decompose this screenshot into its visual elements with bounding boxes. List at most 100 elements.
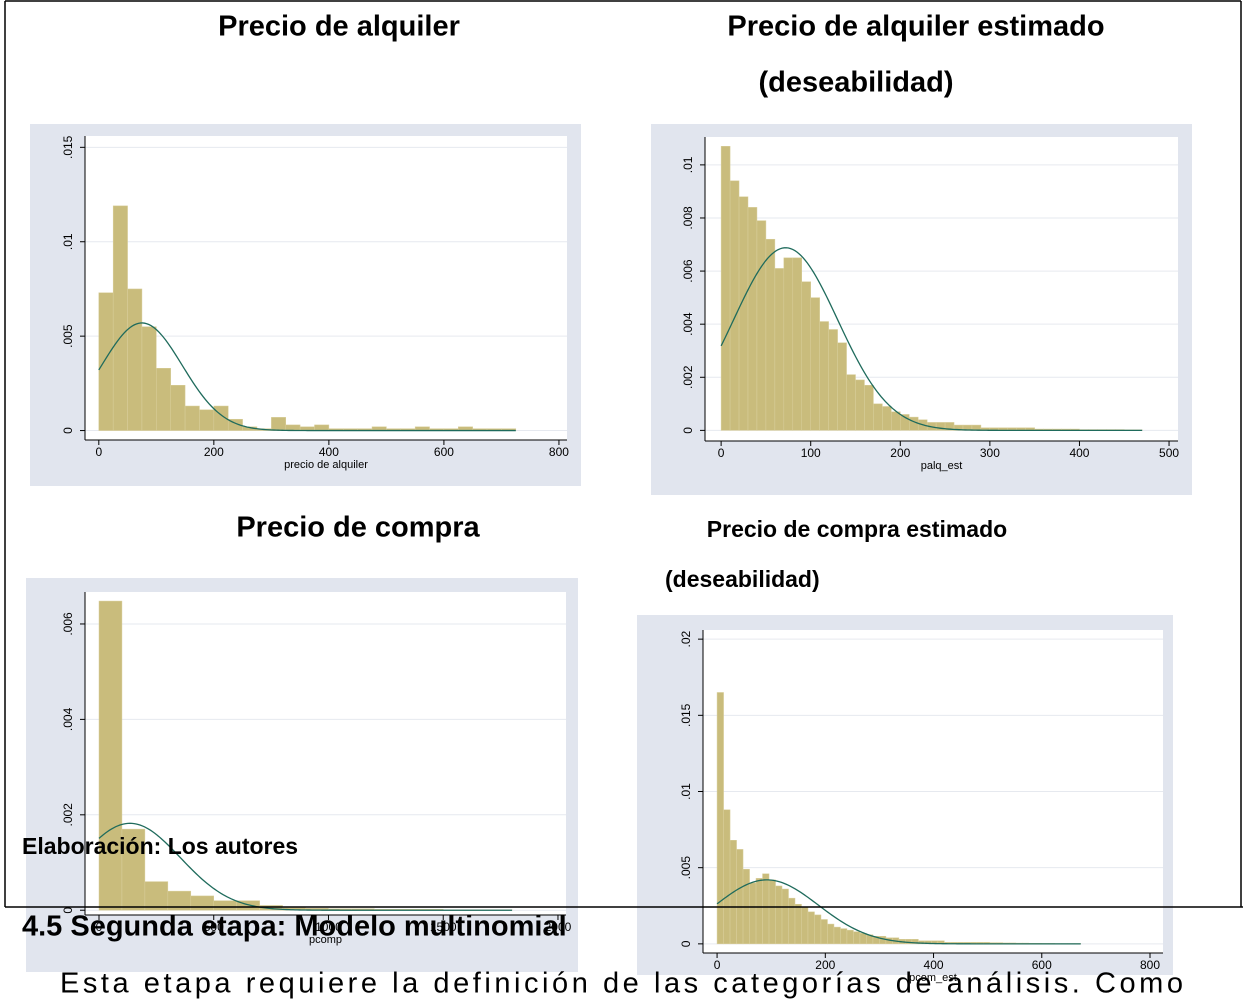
y-tick-label: 0 [681, 427, 695, 434]
histogram-bar [314, 424, 330, 431]
chart-title: Precio de alquiler estimado [727, 11, 1104, 43]
histogram-bar [747, 207, 758, 431]
x-tick-label: 600 [1032, 958, 1052, 972]
histogram-bar [837, 342, 847, 431]
histogram-bar [190, 895, 214, 911]
x-tick-label: 0 [96, 920, 103, 934]
x-tick-label: 1000 [315, 920, 342, 934]
y-tick-label: .015 [61, 135, 75, 159]
histogram-bar [729, 180, 740, 431]
y-tick-label: .002 [61, 803, 75, 827]
histogram-bar [213, 900, 237, 911]
histogram-bar [788, 897, 796, 945]
histogram-bar [846, 374, 856, 431]
x-axis-title: precio de alquiler [284, 459, 368, 471]
histogram-bar [828, 329, 838, 431]
histogram-bar [121, 828, 146, 911]
x-tick-label: 600 [434, 445, 454, 459]
y-tick-label: .005 [61, 324, 75, 348]
histogram-chart: 0 .002 .004 .006 .008 .01 0 100 200 300 400 500 palq… [651, 11, 1192, 495]
histogram-bar [723, 809, 731, 945]
histogram-bar [827, 923, 835, 945]
y-tick-label: .015 [679, 703, 693, 727]
histogram-bar [184, 405, 200, 431]
histogram-bar [271, 417, 286, 431]
histogram-bar [736, 849, 744, 945]
y-tick-label: .01 [681, 156, 695, 173]
histogram-bar [846, 929, 854, 945]
histogram-bar [170, 384, 186, 431]
x-tick-label: 0 [95, 445, 102, 459]
x-tick-label: 300 [980, 446, 1000, 460]
x-tick-label: 500 [1159, 446, 1179, 460]
y-tick-label: .006 [681, 259, 695, 283]
histogram-bar [855, 379, 865, 431]
x-tick-label: 400 [924, 958, 944, 972]
histogram-bar [127, 288, 143, 431]
x-axis-title: pcomp [309, 934, 342, 946]
x-tick-label: 1500 [430, 920, 457, 934]
histogram-bar [756, 220, 767, 431]
histogram-bar [781, 888, 789, 945]
x-tick-label: 800 [549, 445, 569, 459]
histogram-bar [768, 879, 776, 945]
x-tick-label: 500 [204, 920, 224, 934]
y-tick-label: .02 [679, 630, 693, 647]
histogram-bar [801, 281, 811, 431]
histogram-bar [144, 881, 169, 911]
normal-curve [98, 822, 513, 911]
x-tick-label: 0 [714, 958, 721, 972]
histogram-bar [891, 411, 901, 431]
chart-subtitle: (deseabilidad) [759, 67, 954, 99]
histogram-bar [720, 146, 731, 431]
histogram-bar [909, 416, 919, 431]
histogram-bar [807, 911, 815, 945]
histogram-chart: 0 .002 .004 .006 0 500 1000 1500 2000 pcomp Precio… [26, 512, 578, 972]
histogram-bar [775, 885, 783, 945]
histogram-bar [864, 384, 874, 431]
histogram-bar [199, 409, 215, 431]
histogram-chart: 0 .005 .01 .015 0 200 400 600 800 precio de alqui… [30, 11, 581, 486]
histogram-bar [765, 238, 776, 431]
x-tick-label: 400 [319, 445, 339, 459]
chart-title: Precio de alquiler [218, 11, 460, 43]
histogram-bar [819, 321, 829, 431]
histogram-bar [112, 205, 128, 431]
histogram-bar [762, 873, 770, 945]
histogram-bar [820, 919, 828, 945]
histogram-bar [840, 928, 848, 945]
y-tick-label: 0 [61, 907, 75, 914]
y-tick-label: .01 [679, 783, 693, 800]
histogram-bar [98, 600, 123, 911]
y-tick-label: .006 [61, 612, 75, 636]
chart-title: Precio de compra [236, 512, 480, 544]
histogram-bar [853, 931, 861, 945]
section-heading: 4.5 Segunda etapa: Modelo multinomial [22, 911, 567, 943]
histogram-bar [873, 403, 883, 431]
histogram-bar [774, 268, 785, 431]
y-tick-label: 0 [679, 940, 693, 947]
histogram-bar [801, 907, 809, 945]
histogram-bar [141, 326, 157, 431]
source-note: Elaboración: Los autores [22, 833, 298, 859]
chart-title: Precio de compra estimado [707, 516, 1007, 542]
histogram-bar [879, 935, 887, 945]
normal-curve [716, 879, 1081, 945]
histogram-bar [755, 878, 763, 945]
y-tick-label: 0 [61, 427, 75, 434]
x-tick-label: 400 [1069, 446, 1089, 460]
histogram-bar [783, 257, 794, 431]
histogram-bar [749, 882, 757, 945]
normal-curve [720, 247, 1143, 432]
histogram-bar [814, 914, 822, 945]
histogram-bar [833, 926, 841, 945]
histogram-bar [285, 424, 301, 431]
histogram-chart: 0 .005 .01 .015 .02 0 200 400 600 800 pcom_est Prec… [637, 516, 1173, 984]
histogram-bar [716, 692, 724, 945]
histogram-bar [859, 932, 867, 945]
x-tick-label: 0 [718, 446, 725, 460]
y-tick-label: .005 [679, 856, 693, 880]
chart-subtitle: (deseabilidad) [665, 566, 820, 592]
y-tick-label: .002 [681, 365, 695, 389]
